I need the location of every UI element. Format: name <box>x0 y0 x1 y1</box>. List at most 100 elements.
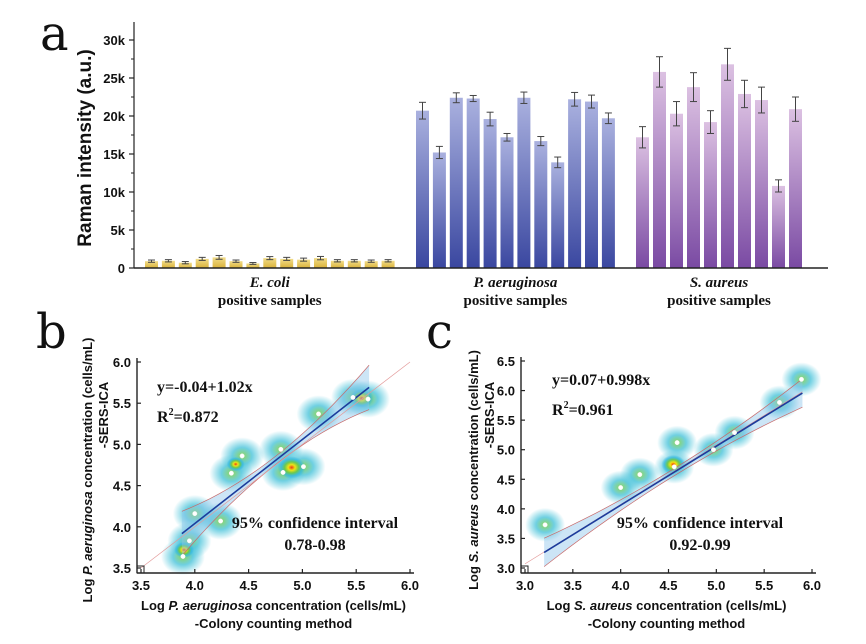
panel-c: c 3.0 3.5 4.0 4.5 5.0 5.5 6.0 3.0 3.5 4.0 4.5 5.0 5.… <box>426 304 822 631</box>
data-point <box>674 440 680 446</box>
confidence-lower <box>543 406 803 567</box>
r-squared-value: =0.961 <box>569 402 614 419</box>
bar <box>161 260 175 268</box>
bar <box>449 97 463 268</box>
y-tick-label-a: 10k <box>103 185 125 200</box>
data-point <box>799 376 804 382</box>
x-tick-label: 5.0 <box>707 578 725 593</box>
bar <box>670 113 683 268</box>
panel-label-b: b <box>36 304 67 360</box>
r-squared: R2=0.961 <box>552 400 614 419</box>
fit-line <box>543 392 803 554</box>
group-label-sub: positive samples <box>667 293 771 309</box>
y-axis-title-part: S. aureus <box>466 504 481 563</box>
bar <box>263 258 277 268</box>
x-tick-label: 4.5 <box>659 578 677 593</box>
bar <box>364 261 378 268</box>
x-axis-title-line2: -Colony counting method <box>195 616 352 631</box>
group-label-sub: positive samples <box>218 293 322 309</box>
x-axis-title-part: Log <box>141 598 168 613</box>
y-axis-title: Log S. aureus concentration (cells/mL) <box>466 350 481 590</box>
bars-a <box>145 47 802 269</box>
x-tick-label: 5.5 <box>347 578 365 593</box>
data-point <box>350 394 356 400</box>
y-axis-title-part: Log <box>466 562 481 589</box>
y-axis-title-part: concentration (cells/mL) <box>466 350 481 504</box>
y-tick-label: 6.0 <box>497 384 515 399</box>
density-hotspot <box>349 388 374 408</box>
y-tick-label-a: 25k <box>103 71 125 86</box>
bar <box>517 97 531 268</box>
x-tick-label: 4.0 <box>186 578 204 593</box>
y-tick-label: 6.0 <box>113 355 131 370</box>
bar <box>381 260 395 268</box>
bar <box>314 258 327 268</box>
r-squared-sup: 2 <box>564 400 569 411</box>
x-tick-label: 5.0 <box>293 578 311 593</box>
y-tick-label: 3.0 <box>497 561 515 576</box>
data-point <box>618 485 624 491</box>
data-point <box>192 511 198 517</box>
bar <box>789 109 802 268</box>
bar <box>601 118 615 268</box>
r-squared-label: R <box>157 409 169 426</box>
bar <box>704 122 717 268</box>
r-squared-value: =0.872 <box>174 409 219 426</box>
y-axis-a: 0 5k 10k 15k 20k 25k 30k <box>103 33 134 276</box>
y-axis-title: Log P. aeruginosa concentration (cells/m… <box>80 338 95 603</box>
r-squared: R2=0.872 <box>157 407 219 426</box>
data-point <box>711 447 716 453</box>
x-tick-label: 6.0 <box>803 578 821 593</box>
bar <box>145 261 158 268</box>
y-tick-label: 5.5 <box>497 413 515 428</box>
data-point <box>365 396 371 402</box>
data-point <box>218 518 224 524</box>
y-tick-label: 5.5 <box>113 396 131 411</box>
panel-label-c: c <box>426 304 453 360</box>
y-tick-label-a: 0 <box>118 261 125 276</box>
bar <box>297 259 311 268</box>
bar <box>347 260 361 268</box>
ci-range: 0.78-0.98 <box>284 537 345 554</box>
bar <box>246 263 260 268</box>
y-tick-label-a: 15k <box>103 147 125 162</box>
bar <box>738 93 751 269</box>
regression-equation: y=-0.04+1.02x <box>157 379 253 396</box>
x-tick-label: 6.0 <box>401 578 419 593</box>
data-point <box>671 464 677 470</box>
confidence-upper <box>543 378 803 539</box>
y-tick-label: 5.0 <box>113 437 131 452</box>
bar <box>653 71 666 268</box>
x-tick-label: 4.5 <box>240 578 258 593</box>
y-tick-label: 3.5 <box>497 531 515 546</box>
data-point <box>278 446 284 452</box>
x-tick-label: 3.5 <box>564 578 582 593</box>
data-point <box>280 469 286 475</box>
data-point <box>301 464 306 470</box>
data-point <box>777 399 782 405</box>
x-tick-label: 3.5 <box>132 578 150 593</box>
x-tick-label: 5.5 <box>755 578 773 593</box>
y-axis-title-part: P. aeruginosa <box>80 491 95 575</box>
y-tick-label-a: 5k <box>111 223 126 238</box>
r-squared-sup: 2 <box>169 407 174 418</box>
bar <box>483 119 497 268</box>
y-tick-label-a: 20k <box>103 109 125 124</box>
bar <box>534 141 548 268</box>
bar <box>500 137 514 268</box>
data-point <box>316 411 321 417</box>
x-tick-label: 3.0 <box>516 578 534 593</box>
bar <box>636 137 649 268</box>
r-squared-label: R <box>552 402 564 419</box>
x-axis-title-part: P. aeruginosa <box>168 598 252 613</box>
ci-label: 95% confidence interval <box>232 515 399 532</box>
y-tick-label: 4.0 <box>113 520 131 535</box>
bar <box>280 258 294 268</box>
group-label-species: S. aureus <box>690 275 749 291</box>
y-axis-title-part: Log <box>80 575 95 602</box>
confidence-upper <box>181 364 370 512</box>
bar <box>687 87 700 269</box>
data-point <box>228 470 234 476</box>
x-axis-title-part: concentration (cells/mL) <box>633 598 787 613</box>
